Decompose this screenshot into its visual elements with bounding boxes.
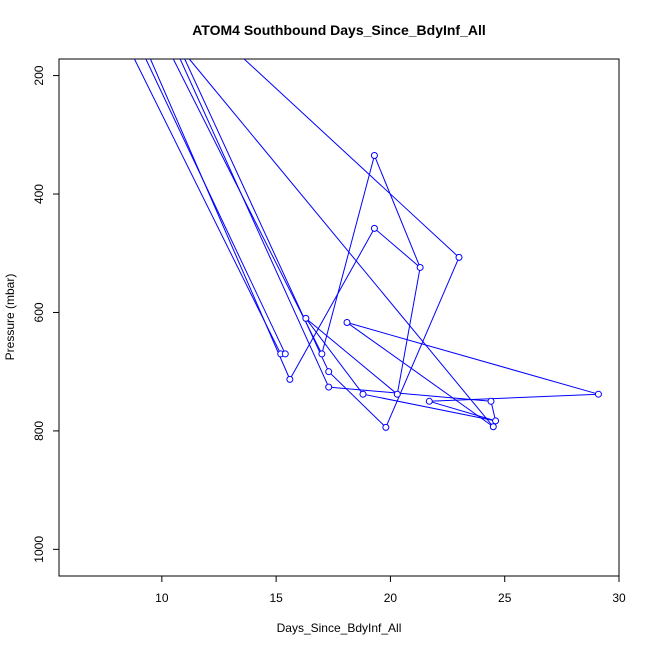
series-segment: [374, 227, 421, 268]
data-point: [489, 423, 497, 431]
data-point: [487, 397, 495, 405]
series-segment: [305, 318, 364, 395]
series-segment: [179, 58, 330, 388]
axis-ticks: 10 15 20 25 30 200 400 600 800 1000: [32, 65, 626, 605]
series-segment: [145, 58, 286, 355]
series-segment: [321, 155, 375, 355]
series-segment: [328, 371, 387, 428]
series-points: [277, 152, 602, 431]
data-point: [455, 253, 463, 261]
data-point: [393, 390, 401, 398]
data-point: [302, 314, 310, 322]
series-segment: [305, 318, 398, 395]
y-tick-label: 200: [32, 65, 46, 85]
series-segment: [373, 155, 421, 268]
series-segment: [149, 58, 291, 380]
data-point: [382, 423, 390, 431]
x-tick-label: 15: [269, 591, 283, 605]
x-axis-label: Days_Since_BdyInf_All: [277, 621, 402, 635]
series-segment: [328, 386, 492, 402]
data-point: [594, 390, 602, 398]
y-tick-label: 600: [32, 302, 46, 322]
data-point: [359, 390, 367, 398]
series-segment: [289, 228, 375, 380]
data-point: [425, 397, 433, 405]
series-segment: [188, 58, 494, 428]
series-segment: [362, 393, 496, 422]
data-point: [318, 350, 326, 358]
x-tick-label: 25: [498, 591, 512, 605]
data-point: [370, 224, 378, 232]
series-segment: [243, 58, 460, 258]
data-point: [281, 350, 289, 358]
series-segment: [396, 267, 421, 395]
data-point: [325, 383, 333, 391]
y-tick-label: 400: [32, 184, 46, 204]
data-point: [492, 417, 500, 425]
x-tick-label: 10: [155, 591, 169, 605]
series-segment: [172, 58, 323, 355]
y-tick-label: 1000: [32, 536, 46, 563]
data-point: [286, 375, 294, 383]
y-axis-label: Pressure (mbar): [3, 274, 17, 361]
y-tick-label: 800: [32, 421, 46, 441]
plot-frame: [58, 58, 620, 577]
x-tick-label: 20: [384, 591, 398, 605]
series-lines: [133, 58, 599, 428]
data-point: [325, 368, 333, 376]
data-point: [416, 263, 424, 271]
series-segment: [385, 257, 460, 428]
series-segment: [133, 58, 282, 355]
series-segment: [429, 400, 496, 422]
data-point: [343, 319, 351, 327]
data-point: [370, 152, 378, 160]
x-tick-label: 30: [612, 591, 626, 605]
series-segment: [346, 322, 494, 428]
series-segment: [346, 322, 599, 395]
chart-title: ATOM4 Southbound Days_Since_BdyInf_All: [192, 22, 486, 38]
series-segment: [429, 393, 599, 402]
